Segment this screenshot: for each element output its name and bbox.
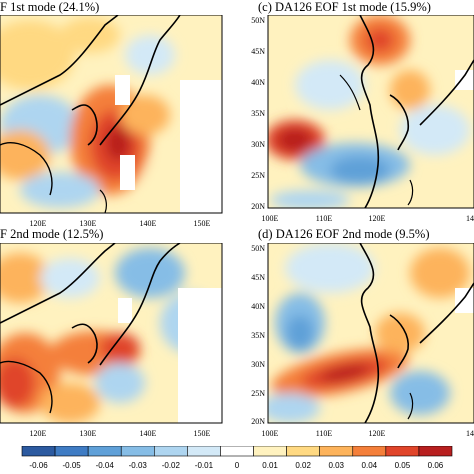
- panel-a-xtick: 130E: [80, 219, 97, 228]
- colorbar-swatch: [253, 446, 287, 457]
- panel-c-ytick: 50N: [251, 16, 265, 25]
- panel-d-ytick: 50N: [251, 244, 265, 253]
- panel-d-ytick: 30N: [251, 360, 265, 369]
- colorbar-label: -0.04: [96, 461, 115, 470]
- panel-b-xtick: 140E: [140, 429, 157, 438]
- colorbar-label: -0.05: [62, 461, 81, 470]
- colorbar-swatch: [21, 446, 56, 457]
- panel-c-xtick: 110E: [316, 214, 333, 223]
- panel-a-xtick: 140E: [140, 219, 157, 228]
- panel-a-title: F 1st mode (24.1%): [0, 0, 100, 14]
- colorbar-label: -0.01: [195, 461, 214, 470]
- panel-d-ytick: 35N: [251, 331, 265, 340]
- panel-b-xtick: 150E: [194, 429, 211, 438]
- panel-d-title: (d) DA126 EOF 2nd mode (9.5%): [258, 227, 430, 241]
- colorbar-swatch: [352, 446, 387, 457]
- colorbar-swatch: [87, 446, 122, 457]
- colorbar-swatch: [154, 446, 188, 457]
- panel-d-ytick: 45N: [251, 273, 265, 282]
- panel-d-xtick: 100E: [262, 429, 279, 438]
- panel-a-map: 120E 130E 140E 150E: [0, 15, 223, 228]
- colorbar-swatch: [385, 446, 420, 457]
- colorbar-swatch: [286, 446, 320, 457]
- colorbar-label: -0.06: [29, 461, 48, 470]
- panel-c-title: (c) DA126 EOF 1st mode (15.9%): [258, 0, 431, 14]
- panel-a-xtick: 120E: [30, 219, 47, 228]
- panel-c-xtick: 120E: [369, 214, 386, 223]
- colorbar-swatch: [319, 446, 354, 457]
- panel-d-xtick: 120E: [369, 429, 386, 438]
- colorbar-swatch: [418, 446, 453, 457]
- colorbar-label: 0.01: [262, 461, 278, 470]
- panel-c-ytick: 45N: [251, 47, 265, 56]
- panel-c-ytick: 30N: [251, 140, 265, 149]
- colorbar-label: 0.05: [395, 461, 411, 470]
- panel-d-ytick: 25N: [251, 389, 265, 398]
- colorbar-label: 0.02: [295, 461, 311, 470]
- panel-d-map: 50N 45N 40N 35N 30N 25N 20N 100E 110E 12…: [251, 243, 474, 438]
- colorbar-label: 0.03: [328, 461, 344, 470]
- colorbar-label: 0.06: [428, 461, 444, 470]
- colorbar-swatch: [220, 446, 254, 457]
- panel-b-map: 120E 130E 140E 150E: [0, 243, 223, 438]
- panel-c-ytick: 20N: [251, 202, 265, 211]
- panel-b-xtick: 130E: [80, 429, 97, 438]
- panel-c-ytick: 25N: [251, 171, 265, 180]
- colorbar-label: -0.03: [129, 461, 148, 470]
- panel-d-ytick: 20N: [251, 417, 265, 426]
- colorbar-swatch: [54, 446, 89, 457]
- panel-c-xtick: 14: [466, 214, 474, 223]
- colorbar-swatch: [120, 446, 155, 457]
- panel-c-ytick: 35N: [251, 109, 265, 118]
- panel-c-ytick: 40N: [251, 78, 265, 87]
- colorbar: -0.06 -0.05 -0.04 -0.03 -0.02 -0.01 0 0.01 0.02 0…: [21, 446, 453, 470]
- colorbar-label: 0.04: [362, 461, 378, 470]
- colorbar-swatch: [187, 446, 221, 457]
- panel-c-xtick: 100E: [262, 214, 279, 223]
- colorbar-label: 0: [235, 461, 240, 470]
- panel-d-ytick: 40N: [251, 302, 265, 311]
- panel-b-xtick: 120E: [30, 429, 47, 438]
- panel-d-xtick: 110E: [316, 429, 333, 438]
- colorbar-label: -0.02: [162, 461, 181, 470]
- panel-c-map: 50N 45N 40N 35N 30N 25N 20N 100E 110E 12…: [251, 15, 474, 223]
- panel-a-xtick: 150E: [194, 219, 211, 228]
- panel-d-xtick: 14: [466, 429, 474, 438]
- panel-b-title: F 2nd mode (12.5%): [0, 227, 104, 241]
